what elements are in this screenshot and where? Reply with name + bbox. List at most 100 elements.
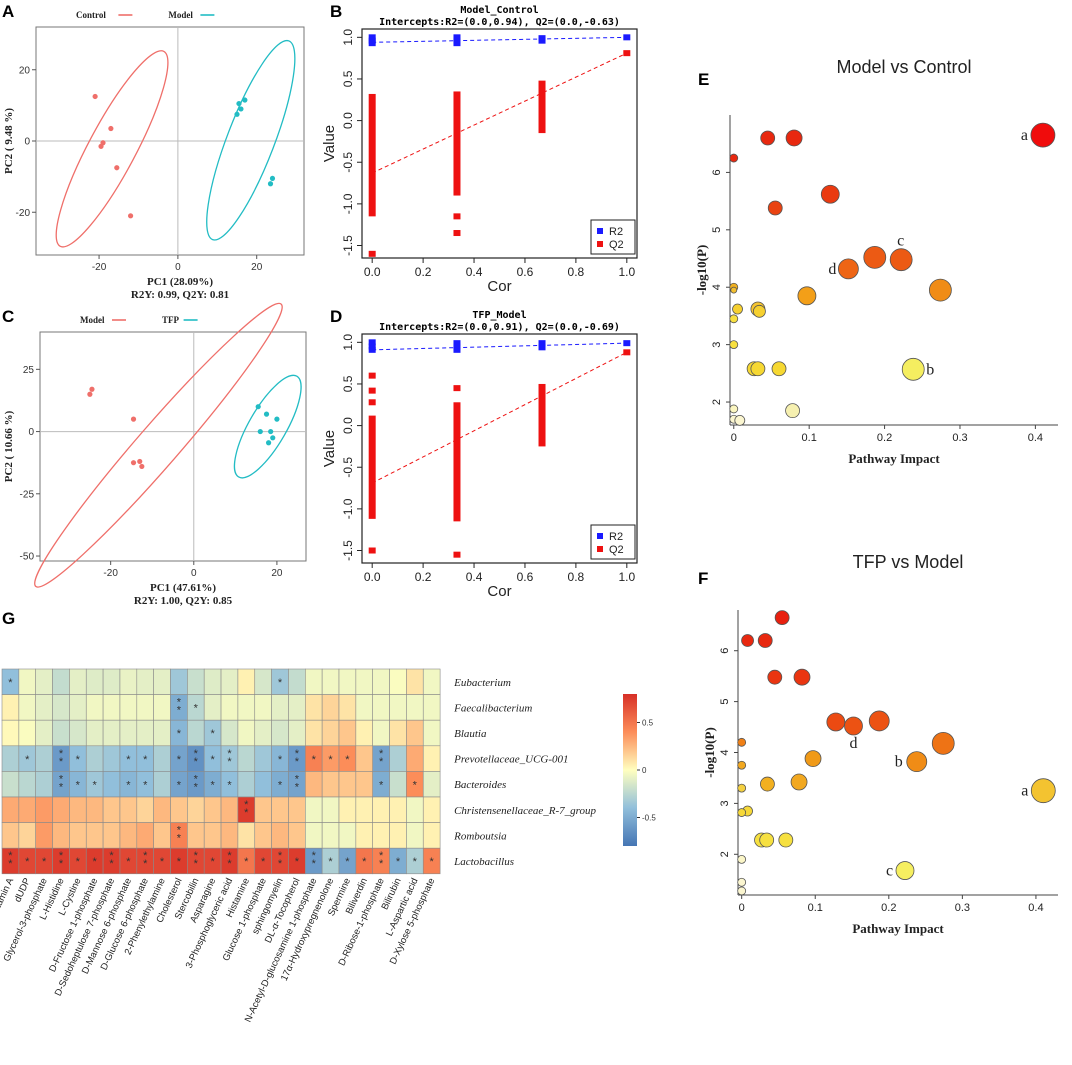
bubble-label-a: a <box>1021 783 1028 800</box>
pathway-bubble <box>863 245 887 269</box>
legend-label: Model <box>80 315 105 325</box>
colorbar <box>623 694 637 846</box>
heatmap-cell <box>220 822 239 849</box>
y-tick-label: 1.0 <box>341 334 355 351</box>
pathway-bubble <box>737 760 747 770</box>
significance-star: * <box>76 754 81 766</box>
pathway-bubble <box>797 286 817 306</box>
r2-point <box>538 340 546 347</box>
significance-star: * <box>227 858 232 870</box>
sample-point-control <box>127 213 134 219</box>
pathway-bubble <box>760 776 775 792</box>
y-tick-label: -20 <box>16 208 31 219</box>
x-tick-label: 0.4 <box>1028 902 1043 914</box>
heatmap-cell <box>153 796 171 823</box>
heatmap-cell <box>170 796 188 823</box>
legend-label: Model <box>168 10 193 20</box>
heatmap-cell <box>271 694 289 721</box>
heatmap-cell <box>119 719 138 747</box>
heatmap-cell <box>321 694 340 721</box>
heatmap-cell <box>220 668 239 695</box>
heatmap-cell <box>102 745 121 772</box>
heatmap-cell <box>203 796 222 823</box>
pathway-bubble <box>729 153 739 163</box>
heatmap-cell <box>153 668 171 695</box>
significance-star: * <box>345 754 350 766</box>
legend-swatch-r2 <box>597 228 603 234</box>
pathway-bubble <box>767 200 783 216</box>
y-tick-label: 0 <box>28 427 34 438</box>
heatmap-cell <box>355 822 374 849</box>
y-tick-label: -1.5 <box>341 235 355 256</box>
heatmap-cell <box>69 694 87 721</box>
row-label: Bacteroides <box>454 779 506 791</box>
x-tick-label: 0 <box>191 568 197 579</box>
q2-regression-line <box>371 52 628 174</box>
heatmap-cell <box>406 796 424 823</box>
panel-label-f: F <box>698 569 708 588</box>
heatmap-cell <box>254 745 272 772</box>
heatmap-cell <box>422 771 441 798</box>
significance-star: * <box>8 677 13 689</box>
heatmap-cell <box>153 719 171 747</box>
colorbar-tick-label: 0 <box>642 766 647 775</box>
sample-point-model <box>267 181 274 187</box>
heatmap-cell <box>18 694 37 721</box>
x-axis-label: Pathway Impact <box>852 921 944 936</box>
x-axis-label: PC1 (47.61%) <box>150 582 216 594</box>
significance-star: * <box>413 856 418 868</box>
significance-star: * <box>413 779 418 791</box>
heatmap-cell <box>69 719 87 747</box>
confidence-ellipse-control <box>55 50 169 248</box>
pathway-bubble <box>1030 778 1056 804</box>
q2-point <box>453 385 461 392</box>
r2-point <box>368 346 376 353</box>
legend-swatch-q2 <box>597 546 603 552</box>
significance-star: * <box>76 779 81 791</box>
panel-label-d: D <box>330 307 342 326</box>
y-tick-label: 0.0 <box>341 112 355 129</box>
sample-point-control <box>114 165 120 171</box>
heatmap-cell <box>52 719 70 747</box>
heatmap-cell <box>304 771 323 798</box>
chart-title: TFP_Model <box>472 310 526 321</box>
significance-star: * <box>379 748 384 760</box>
pathway-bubble <box>868 710 890 732</box>
significance-star: * <box>143 754 148 766</box>
pathway-bubble <box>737 737 747 747</box>
y-tick-label: -25 <box>20 489 35 500</box>
row-label: Prevotellaceae_UCG-001 <box>453 754 568 766</box>
heatmap-cell <box>338 822 357 849</box>
heatmap-cell <box>271 822 289 849</box>
heatmap-cell <box>102 694 121 721</box>
heatmap-cell <box>355 796 374 823</box>
heatmap-cell <box>321 822 340 849</box>
heatmap-cell <box>85 745 104 772</box>
significance-star: * <box>261 856 266 868</box>
sample-point-model <box>238 106 244 112</box>
pathway-bubble <box>895 861 915 880</box>
panel-label-b: B <box>330 2 342 21</box>
heatmap-cell <box>271 719 289 747</box>
significance-star: * <box>194 858 199 870</box>
x-tick-label: 0 <box>739 902 745 914</box>
pathway-bubble <box>1030 122 1056 148</box>
legend-label-r2: R2 <box>609 531 623 543</box>
heatmap-cell <box>237 771 256 798</box>
significance-star: * <box>227 779 232 791</box>
y-axis-label: Value <box>321 125 338 162</box>
significance-star: * <box>345 856 350 868</box>
legend-box <box>590 219 636 255</box>
heatmap-cell <box>102 822 121 849</box>
significance-star: * <box>312 754 317 766</box>
heatmap-cell <box>187 719 205 747</box>
sample-point-model <box>130 460 137 466</box>
row-label: Christensenellaceae_R-7_group <box>454 805 596 817</box>
significance-star: * <box>244 799 249 811</box>
pathway-bubble <box>757 633 773 648</box>
heatmap-cell <box>119 822 138 849</box>
heatmap-cell <box>35 668 53 695</box>
heatmap-cell <box>389 694 407 721</box>
sample-point-model <box>236 100 242 107</box>
bubble-label-b: b <box>926 361 934 378</box>
